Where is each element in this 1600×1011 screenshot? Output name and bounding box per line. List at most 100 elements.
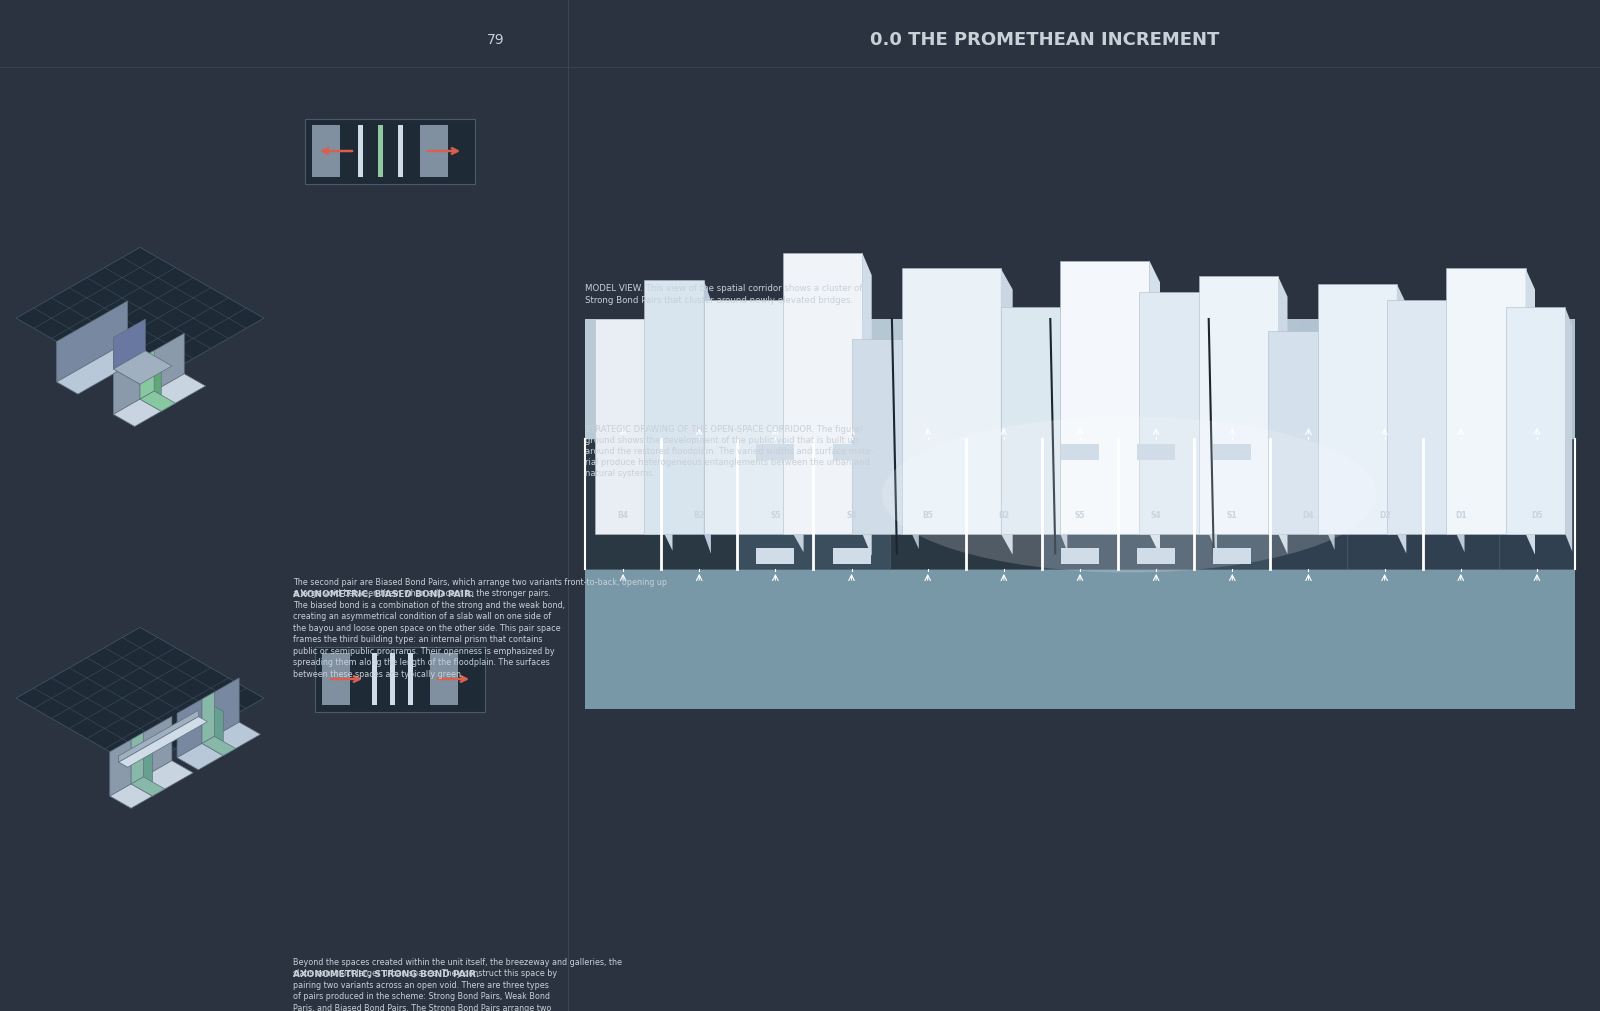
Text: S4: S4 bbox=[846, 511, 858, 520]
Polygon shape bbox=[110, 761, 194, 809]
Text: AXONOMETRIC, STRONG BOND PAIR.: AXONOMETRIC, STRONG BOND PAIR. bbox=[293, 969, 480, 978]
Bar bbox=[1061, 445, 1099, 460]
Bar bbox=[358, 126, 363, 178]
Bar bbox=[1347, 440, 1422, 569]
Polygon shape bbox=[131, 740, 152, 797]
Polygon shape bbox=[1208, 292, 1218, 553]
Bar bbox=[1139, 292, 1208, 534]
Bar bbox=[1194, 440, 1270, 569]
Bar bbox=[1387, 300, 1456, 534]
Polygon shape bbox=[114, 352, 171, 385]
Bar bbox=[430, 653, 458, 706]
Text: S5: S5 bbox=[1075, 511, 1085, 520]
Text: ground shows the development of the public void that is built up: ground shows the development of the publ… bbox=[586, 436, 858, 445]
Text: AXONOMETRIC, BIASED BOND PAIR.: AXONOMETRIC, BIASED BOND PAIR. bbox=[293, 589, 474, 599]
Polygon shape bbox=[56, 301, 128, 382]
Polygon shape bbox=[16, 628, 264, 769]
Bar bbox=[306, 120, 475, 185]
Bar bbox=[1061, 261, 1149, 534]
Bar bbox=[1422, 440, 1499, 569]
Bar bbox=[1138, 549, 1174, 564]
Bar bbox=[312, 126, 339, 178]
Polygon shape bbox=[114, 338, 141, 385]
Polygon shape bbox=[1397, 285, 1406, 554]
Polygon shape bbox=[1565, 308, 1573, 552]
Polygon shape bbox=[664, 319, 672, 551]
Text: D5: D5 bbox=[1531, 511, 1542, 520]
Bar bbox=[966, 440, 1042, 569]
Text: B2: B2 bbox=[694, 511, 704, 520]
Bar bbox=[1446, 269, 1525, 534]
Polygon shape bbox=[114, 374, 205, 427]
Bar bbox=[586, 440, 1574, 569]
Ellipse shape bbox=[882, 418, 1378, 573]
Text: STRATEGIC DRAWING OF THE OPEN-SPACE CORRIDOR. The figure/: STRATEGIC DRAWING OF THE OPEN-SPACE CORR… bbox=[586, 425, 862, 434]
Polygon shape bbox=[202, 693, 214, 744]
Text: rial produce heterogeneous entanglements between the urban and: rial produce heterogeneous entanglements… bbox=[586, 458, 870, 466]
Bar bbox=[1042, 440, 1118, 569]
Polygon shape bbox=[131, 777, 165, 797]
Bar bbox=[390, 653, 395, 706]
Polygon shape bbox=[110, 752, 131, 809]
Bar bbox=[1270, 440, 1347, 569]
Bar bbox=[0, 0, 568, 1011]
Bar bbox=[813, 440, 890, 569]
Polygon shape bbox=[794, 300, 803, 553]
Polygon shape bbox=[118, 756, 128, 767]
Polygon shape bbox=[862, 254, 872, 556]
Bar bbox=[1213, 549, 1251, 564]
Text: B5: B5 bbox=[922, 511, 933, 520]
Bar bbox=[645, 281, 704, 534]
Bar bbox=[1499, 440, 1574, 569]
Polygon shape bbox=[110, 717, 171, 797]
Polygon shape bbox=[178, 714, 198, 770]
Bar bbox=[782, 254, 862, 534]
Text: D2: D2 bbox=[1379, 511, 1390, 520]
Bar bbox=[398, 126, 403, 178]
Polygon shape bbox=[118, 717, 208, 767]
Bar bbox=[1118, 440, 1194, 569]
Bar bbox=[371, 653, 378, 706]
Text: natural systems.: natural systems. bbox=[586, 468, 654, 477]
Polygon shape bbox=[16, 248, 264, 389]
Polygon shape bbox=[56, 342, 78, 394]
Text: D4: D4 bbox=[1302, 511, 1314, 520]
Bar bbox=[1269, 332, 1328, 534]
Text: Beyond the spaces created within the unit itself, the breezeway and galleries, t: Beyond the spaces created within the uni… bbox=[293, 957, 622, 1011]
Bar bbox=[757, 549, 795, 564]
Polygon shape bbox=[131, 733, 144, 785]
Polygon shape bbox=[178, 723, 261, 770]
Bar bbox=[586, 440, 661, 569]
Bar bbox=[419, 126, 448, 178]
Text: B4: B4 bbox=[618, 511, 629, 520]
Bar bbox=[322, 653, 350, 706]
Polygon shape bbox=[56, 342, 149, 394]
Polygon shape bbox=[178, 678, 238, 758]
Bar bbox=[757, 445, 795, 460]
Bar bbox=[1198, 277, 1278, 534]
Polygon shape bbox=[1328, 332, 1334, 550]
Bar bbox=[1506, 308, 1565, 534]
Polygon shape bbox=[1525, 269, 1534, 555]
Text: MODEL VIEW. This view of the spatial corridor shows a cluster of
Strong Bond Pai: MODEL VIEW. This view of the spatial cor… bbox=[586, 284, 862, 304]
Text: 79: 79 bbox=[486, 33, 506, 47]
Bar bbox=[1061, 549, 1099, 564]
Polygon shape bbox=[118, 711, 198, 762]
Bar bbox=[1318, 285, 1397, 534]
Text: around the restored floodplain. The varied widths and surface mate-: around the restored floodplain. The vari… bbox=[586, 447, 874, 456]
Polygon shape bbox=[912, 339, 918, 550]
Bar bbox=[1002, 308, 1061, 534]
Polygon shape bbox=[1149, 261, 1160, 556]
Polygon shape bbox=[1278, 277, 1288, 555]
Bar bbox=[568, 0, 1600, 1011]
Polygon shape bbox=[1456, 300, 1464, 553]
Polygon shape bbox=[114, 374, 134, 427]
Polygon shape bbox=[114, 334, 184, 415]
Polygon shape bbox=[141, 391, 176, 411]
Bar bbox=[832, 445, 870, 460]
Polygon shape bbox=[202, 700, 224, 756]
Bar bbox=[902, 269, 1002, 534]
Text: D1: D1 bbox=[1454, 511, 1467, 520]
Text: S4: S4 bbox=[1150, 511, 1162, 520]
Polygon shape bbox=[141, 359, 162, 411]
